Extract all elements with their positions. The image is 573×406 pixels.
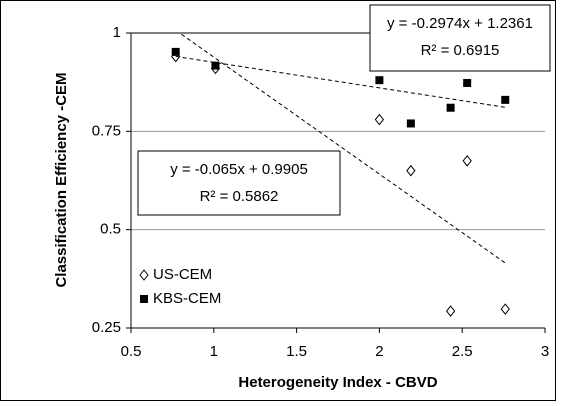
data-point bbox=[446, 103, 455, 112]
equation-box bbox=[137, 150, 341, 216]
trendline-equation: y = -0.2974x + 1.2361 bbox=[387, 15, 533, 32]
data-point bbox=[500, 303, 510, 315]
y-tick-label: 0.5 bbox=[100, 221, 121, 238]
y-tick-label: 0.25 bbox=[92, 319, 121, 336]
y-axis-title: Classification Efficiency -CEM bbox=[53, 72, 70, 287]
trendline bbox=[178, 33, 506, 264]
data-point bbox=[406, 164, 416, 177]
data-point bbox=[501, 95, 510, 104]
data-point bbox=[463, 78, 472, 87]
legend-marker bbox=[139, 269, 149, 281]
x-tick-label: 2.5 bbox=[452, 343, 473, 360]
data-point bbox=[445, 305, 456, 317]
data-point bbox=[462, 155, 472, 167]
trendline-equation: y = -0.065x + 0.9905 bbox=[170, 161, 308, 178]
legend-marker bbox=[140, 295, 148, 303]
x-axis-title: Heterogeneity Index - CBVD bbox=[238, 374, 437, 391]
legend-label: US-CEM bbox=[153, 266, 212, 283]
y-tick-label: 0.75 bbox=[92, 122, 121, 139]
x-tick-label: 2 bbox=[375, 343, 383, 360]
x-tick-label: 1 bbox=[210, 343, 218, 360]
data-point bbox=[211, 61, 220, 70]
r-squared: R² = 0.6915 bbox=[421, 42, 500, 59]
data-point bbox=[171, 47, 180, 56]
legend-label: KBS-CEM bbox=[153, 290, 221, 307]
x-tick-label: 0.5 bbox=[121, 343, 142, 360]
r-squared: R² = 0.5862 bbox=[200, 188, 279, 205]
x-tick-label: 1.5 bbox=[286, 343, 307, 360]
x-tick-label: 3 bbox=[541, 343, 549, 360]
equation-box bbox=[369, 4, 551, 72]
data-point bbox=[406, 119, 415, 128]
data-point bbox=[374, 113, 385, 126]
data-point bbox=[375, 76, 384, 85]
y-tick-label: 1 bbox=[113, 24, 121, 41]
